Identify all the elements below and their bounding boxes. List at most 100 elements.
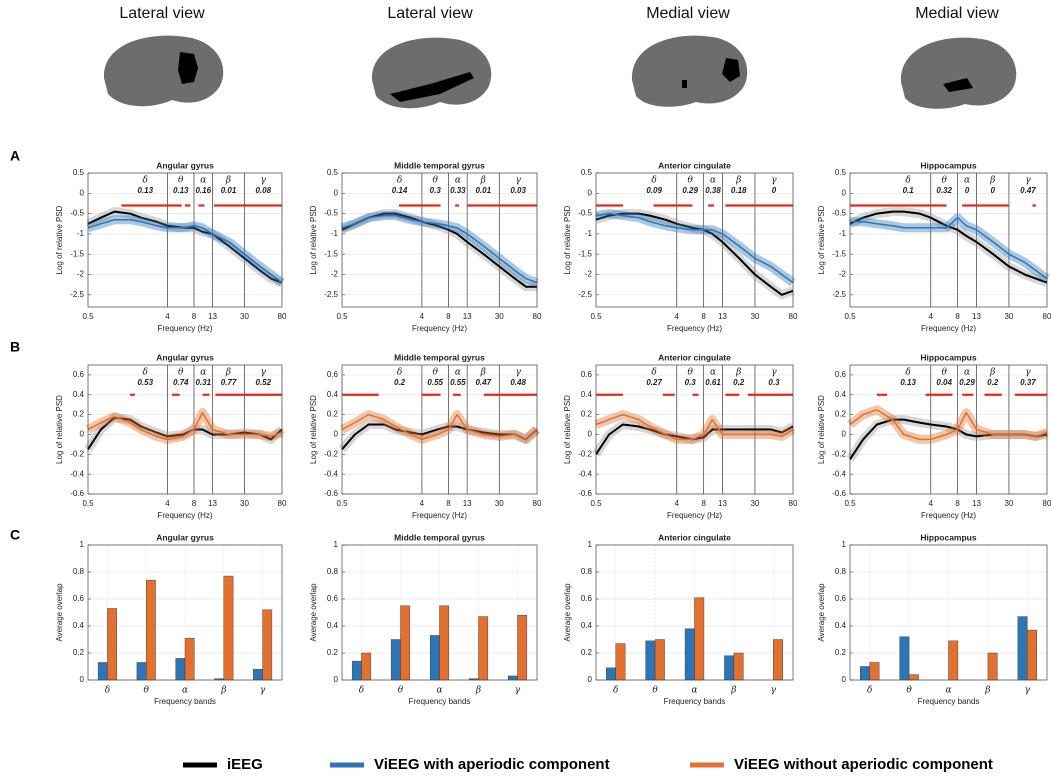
y-tick-label: 0.6 xyxy=(327,594,339,603)
y-tick-label: 0.4 xyxy=(581,390,593,399)
band-value: 0.38 xyxy=(705,186,721,195)
bar xyxy=(136,662,147,681)
y-tick-label: 0.6 xyxy=(327,370,339,379)
x-tick-label: 8 xyxy=(701,312,706,321)
chart-title: Angular gyrus xyxy=(156,352,214,362)
x-tick-label: 30 xyxy=(750,499,759,508)
y-tick-label: 0.6 xyxy=(73,370,85,379)
view-title: Medial view xyxy=(915,5,999,22)
x-tick-label: γ xyxy=(515,686,521,696)
band-value: 0.74 xyxy=(173,378,189,387)
x-tick-label: θ xyxy=(906,686,912,696)
series-line xyxy=(595,212,794,296)
band-label: β xyxy=(735,176,741,186)
y-tick-label: 1 xyxy=(80,540,85,549)
x-tick-label: 80 xyxy=(1043,499,1051,508)
plot-frame xyxy=(341,364,538,495)
x-tick-label: γ xyxy=(260,686,266,696)
band-label: θ xyxy=(178,176,184,186)
x-tick-label: 30 xyxy=(495,499,504,508)
band-value: 0 xyxy=(772,186,777,195)
x-tick-label: β xyxy=(220,686,226,696)
y-tick-label: -0.2 xyxy=(324,449,338,458)
bar xyxy=(724,655,735,681)
legend-label: ViEEG without aperiodic component xyxy=(734,756,993,773)
band-value: 0.31 xyxy=(195,378,211,387)
y-tick-label: -0.4 xyxy=(832,469,846,478)
band-label: β xyxy=(989,368,995,378)
chart-title: Angular gyrus xyxy=(156,160,214,170)
series-line xyxy=(595,423,794,455)
y-tick-label: 0 xyxy=(588,188,593,197)
bar xyxy=(869,662,880,681)
x-tick-label: δ xyxy=(359,686,364,696)
x-tick-label: δ xyxy=(613,686,618,696)
bar xyxy=(107,608,117,681)
chart-title: Hippocampus xyxy=(920,532,976,542)
y-tick-label: -0.5 xyxy=(832,209,846,218)
y-tick-label: 0.8 xyxy=(835,567,847,576)
y-tick-label: 0 xyxy=(334,430,339,439)
bar xyxy=(654,639,665,681)
x-tick-label: 30 xyxy=(495,312,504,321)
x-tick-label: 13 xyxy=(718,499,727,508)
bar xyxy=(390,639,401,681)
x-axis-label: Frequency (Hz) xyxy=(157,511,212,520)
band-value: 0.32 xyxy=(936,186,952,195)
band-label: δ xyxy=(143,176,148,186)
x-tick-label: 4 xyxy=(420,499,425,508)
series-line xyxy=(341,212,537,288)
y-tick-label: 0.6 xyxy=(835,594,847,603)
x-tick-label: 0.5 xyxy=(82,499,94,508)
y-tick-label: 0.2 xyxy=(581,410,593,419)
y-tick-label: 0 xyxy=(842,430,847,439)
y-tick-label: 0 xyxy=(334,188,339,197)
y-tick-label: 0 xyxy=(334,675,339,684)
x-tick-label: γ xyxy=(771,686,777,696)
x-tick-label: 30 xyxy=(240,312,249,321)
plot-frame xyxy=(849,544,1048,681)
y-tick-label: 0.8 xyxy=(581,567,593,576)
bar xyxy=(429,635,440,681)
band-label: δ xyxy=(143,368,148,378)
band-label: α xyxy=(455,176,461,186)
y-tick-label: -0.5 xyxy=(578,209,592,218)
band-label: γ xyxy=(771,176,777,186)
y-tick-label: 0.6 xyxy=(581,370,593,379)
band-label: δ xyxy=(905,176,910,186)
band-value: 0.01 xyxy=(221,186,237,195)
x-tick-label: 13 xyxy=(463,499,472,508)
bar xyxy=(615,643,626,681)
band-value: 0.27 xyxy=(646,378,662,387)
band-value: 0.03 xyxy=(510,186,526,195)
y-tick-label: 0.4 xyxy=(581,621,593,630)
band-label: θ xyxy=(687,368,693,378)
x-tick-label: 8 xyxy=(446,312,451,321)
x-axis-label: Frequency (Hz) xyxy=(412,324,467,333)
series-shade xyxy=(846,415,1048,462)
x-tick-label: 8 xyxy=(192,312,197,321)
band-value: 0.47 xyxy=(475,378,491,387)
band-label: γ xyxy=(261,368,267,378)
x-tick-label: 4 xyxy=(928,312,933,321)
x-tick-label: δ xyxy=(105,686,110,696)
x-tick-label: 0.5 xyxy=(590,499,602,508)
y-tick-label: -2 xyxy=(839,270,847,279)
series-line xyxy=(849,210,1048,284)
band-label: β xyxy=(225,368,231,378)
x-axis-label: Frequency bands xyxy=(918,697,980,706)
x-axis-label: Frequency bands xyxy=(409,697,471,706)
plot-frame xyxy=(341,544,538,681)
legend-label: ViEEG with aperiodic component xyxy=(374,756,610,773)
y-tick-label: 0.2 xyxy=(835,648,847,657)
x-tick-label: θ xyxy=(398,686,404,696)
legend-label: iEEG xyxy=(227,756,263,773)
y-tick-label: -0.6 xyxy=(324,489,338,498)
x-tick-label: β xyxy=(984,686,990,696)
bar xyxy=(684,628,695,681)
series-line xyxy=(87,210,283,284)
y-tick-label: 0 xyxy=(80,188,85,197)
band-label: α xyxy=(710,176,716,186)
brain xyxy=(371,37,492,109)
x-tick-label: δ xyxy=(867,686,872,696)
